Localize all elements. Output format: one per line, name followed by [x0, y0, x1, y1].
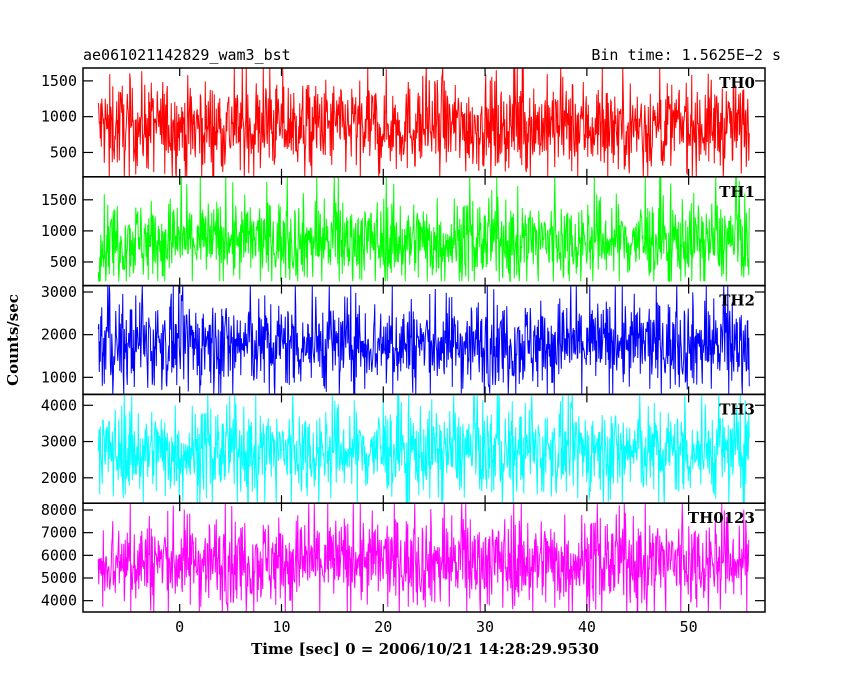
x-tick-label: 10: [272, 618, 290, 636]
x-tick-label: 30: [476, 618, 494, 636]
panel-label-th3: TH3: [719, 400, 755, 418]
panel-label-th0: TH0: [719, 74, 755, 92]
panels-group: 500 1000 1500 TH0 500 1000 1500 TH1 1000 2000 3000…: [41, 67, 766, 613]
panel-label-th2: TH2: [719, 292, 755, 310]
panel-th2: 1000 2000 3000 TH2: [41, 283, 766, 396]
y-tick-label: 4000: [41, 396, 77, 414]
panel-frame: [82, 502, 766, 613]
panel-th0123: 4000 5000 6000 7000 8000 TH0123: [41, 501, 766, 613]
panel-th0: 500 1000 1500 TH0: [41, 67, 766, 178]
y-tick-label: 1000: [41, 108, 77, 126]
series-line-th1: [97, 176, 750, 282]
x-tick-label: 0: [175, 618, 184, 636]
y-tick-label: 7000: [41, 524, 77, 542]
y-tick-label: 1500: [41, 191, 77, 209]
y-tick-label: 8000: [41, 501, 77, 519]
y-tick-label: 500: [50, 143, 77, 161]
x-tick-label: 20: [374, 618, 392, 636]
panel-label-th0123: TH0123: [688, 509, 755, 527]
y-tick-label: 2000: [41, 326, 77, 344]
bin-time-label: Bin time: 1.5625E−2 s: [591, 46, 781, 64]
y-tick-label: 6000: [41, 546, 77, 564]
y-tick-label: 500: [50, 253, 77, 271]
series-line-th0: [97, 68, 750, 177]
panel-th3: 2000 3000 4000 TH3: [41, 393, 766, 504]
panel-label-th1: TH1: [719, 183, 755, 201]
series-line-th0123: [97, 503, 750, 613]
y-tick-label: 3000: [41, 433, 77, 451]
chart-title: ae061021142829_wam3_bst: [83, 46, 291, 64]
y-tick-label: 1000: [41, 368, 77, 386]
x-axis-label: Time [sec] 0 = 2006/10/21 14:28:29.9530: [251, 640, 599, 658]
y-tick-label: 2000: [41, 469, 77, 487]
x-axis: 0 10 20 30 40 50: [175, 618, 698, 636]
series-line-th2: [97, 285, 750, 395]
panel-th1: 500 1000 1500 TH1: [41, 176, 766, 287]
y-tick-label: 4000: [41, 592, 77, 610]
x-tick-label: 40: [578, 618, 596, 636]
x-tick-label: 50: [680, 618, 698, 636]
y-tick-label: 5000: [41, 569, 77, 587]
y-tick-label: 1000: [41, 222, 77, 240]
y-axis-label: Counts/sec: [4, 294, 22, 386]
y-tick-label: 1500: [41, 72, 77, 90]
series-line-th3: [97, 394, 750, 504]
y-tick-label: 3000: [41, 283, 77, 301]
